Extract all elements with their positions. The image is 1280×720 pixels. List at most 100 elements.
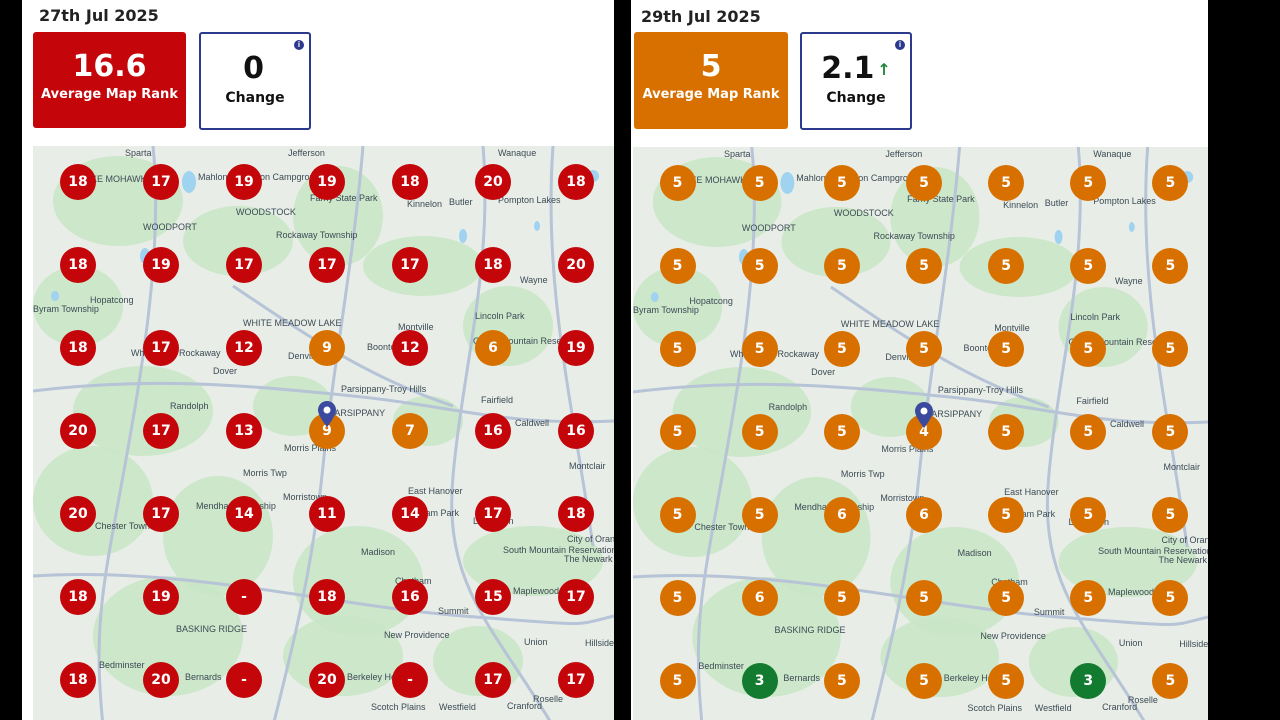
rank-marker[interactable]: 6: [823, 497, 860, 533]
rank-marker[interactable]: 11: [309, 496, 345, 532]
rank-marker[interactable]: 5: [823, 331, 860, 367]
rank-marker[interactable]: 20: [143, 662, 179, 698]
rank-marker[interactable]: 17: [143, 164, 179, 200]
rank-marker[interactable]: 5: [1152, 165, 1189, 201]
rank-marker[interactable]: 17: [558, 662, 594, 698]
rank-marker[interactable]: 6: [741, 580, 778, 616]
rank-marker[interactable]: 12: [392, 330, 428, 366]
rank-marker[interactable]: 14: [226, 496, 262, 532]
rank-marker[interactable]: 17: [558, 579, 594, 615]
rank-marker[interactable]: 5: [823, 663, 860, 699]
rank-marker[interactable]: 5: [659, 580, 696, 616]
rank-marker[interactable]: 19: [226, 164, 262, 200]
rank-marker[interactable]: 17: [475, 496, 511, 532]
rank-marker[interactable]: 18: [309, 579, 345, 615]
rank-marker[interactable]: -: [226, 579, 262, 615]
rank-marker[interactable]: 17: [226, 247, 262, 283]
rank-marker[interactable]: 19: [558, 330, 594, 366]
rank-marker[interactable]: 5: [659, 331, 696, 367]
rank-marker[interactable]: 18: [60, 579, 96, 615]
rank-marker[interactable]: 5: [1070, 248, 1107, 284]
rank-marker[interactable]: 18: [60, 662, 96, 698]
rank-marker[interactable]: 5: [741, 331, 778, 367]
rank-marker[interactable]: 5: [1152, 663, 1189, 699]
rank-marker[interactable]: 18: [60, 247, 96, 283]
rank-marker[interactable]: 3: [741, 663, 778, 699]
rank-marker[interactable]: 20: [60, 496, 96, 532]
rank-marker[interactable]: 19: [309, 164, 345, 200]
rank-marker[interactable]: 13: [226, 413, 262, 449]
rank-marker[interactable]: 5: [823, 248, 860, 284]
rank-marker[interactable]: 5: [1070, 580, 1107, 616]
info-icon[interactable]: i: [294, 40, 304, 50]
rank-marker[interactable]: 5: [1070, 497, 1107, 533]
rank-marker[interactable]: 5: [988, 165, 1025, 201]
rank-marker[interactable]: 14: [392, 496, 428, 532]
rank-marker[interactable]: 5: [741, 248, 778, 284]
rank-marker[interactable]: 5: [905, 331, 942, 367]
rank-marker[interactable]: 19: [143, 247, 179, 283]
rank-marker[interactable]: 16: [392, 579, 428, 615]
rank-marker[interactable]: 5: [659, 165, 696, 201]
rank-marker[interactable]: 20: [60, 413, 96, 449]
rank-marker[interactable]: -: [226, 662, 262, 698]
rank-marker[interactable]: 16: [558, 413, 594, 449]
rank-marker[interactable]: 5: [905, 580, 942, 616]
rank-marker[interactable]: 5: [988, 414, 1025, 450]
rank-marker[interactable]: 15: [475, 579, 511, 615]
rank-marker[interactable]: 7: [392, 413, 428, 449]
rank-marker[interactable]: 5: [823, 165, 860, 201]
rank-marker[interactable]: 17: [475, 662, 511, 698]
rank-marker[interactable]: 5: [659, 248, 696, 284]
rank-marker[interactable]: 5: [905, 663, 942, 699]
rank-marker[interactable]: 6: [475, 330, 511, 366]
rank-marker[interactable]: 17: [143, 330, 179, 366]
rank-marker[interactable]: 5: [659, 663, 696, 699]
rank-marker[interactable]: 5: [823, 580, 860, 616]
rank-marker[interactable]: 5: [1070, 165, 1107, 201]
rank-marker[interactable]: 17: [143, 496, 179, 532]
rank-marker[interactable]: 18: [60, 330, 96, 366]
rank-marker[interactable]: 18: [558, 164, 594, 200]
rank-marker[interactable]: 5: [905, 248, 942, 284]
rank-marker[interactable]: 5: [988, 580, 1025, 616]
rank-marker[interactable]: 18: [558, 496, 594, 532]
rank-marker[interactable]: 5: [741, 497, 778, 533]
rank-marker[interactable]: 5: [823, 414, 860, 450]
rank-marker[interactable]: 6: [905, 497, 942, 533]
rank-marker[interactable]: 5: [1152, 248, 1189, 284]
rank-marker[interactable]: 20: [475, 164, 511, 200]
rank-marker[interactable]: 17: [143, 413, 179, 449]
rank-marker[interactable]: 3: [1070, 663, 1107, 699]
rank-marker[interactable]: 5: [988, 248, 1025, 284]
rank-grid-map[interactable]: Sparta Jefferson Wanaque LAKE MOHAWK Mahlon …: [633, 147, 1208, 720]
rank-marker[interactable]: 5: [1070, 414, 1107, 450]
rank-marker[interactable]: 5: [1152, 331, 1189, 367]
rank-marker[interactable]: 5: [741, 165, 778, 201]
rank-marker[interactable]: 5: [1152, 580, 1189, 616]
rank-marker[interactable]: -: [392, 662, 428, 698]
rank-marker[interactable]: 5: [988, 497, 1025, 533]
rank-marker[interactable]: 12: [226, 330, 262, 366]
rank-marker[interactable]: 18: [60, 164, 96, 200]
rank-marker[interactable]: 9: [309, 330, 345, 366]
rank-grid-map[interactable]: Sparta Jefferson Wanaque LAKE MOHAWK Mahlon …: [33, 146, 614, 720]
rank-marker[interactable]: 5: [988, 663, 1025, 699]
rank-marker[interactable]: 17: [309, 247, 345, 283]
rank-marker[interactable]: 5: [741, 414, 778, 450]
rank-marker[interactable]: 5: [1152, 497, 1189, 533]
rank-marker[interactable]: 5: [1152, 414, 1189, 450]
rank-marker[interactable]: 18: [392, 164, 428, 200]
rank-marker[interactable]: 5: [659, 497, 696, 533]
rank-marker[interactable]: 16: [475, 413, 511, 449]
info-icon[interactable]: i: [895, 40, 905, 50]
rank-marker[interactable]: 5: [988, 331, 1025, 367]
rank-marker[interactable]: 20: [558, 247, 594, 283]
rank-marker[interactable]: 20: [309, 662, 345, 698]
rank-marker[interactable]: 5: [1070, 331, 1107, 367]
rank-marker[interactable]: 17: [392, 247, 428, 283]
rank-marker[interactable]: 5: [905, 165, 942, 201]
rank-marker[interactable]: 5: [659, 414, 696, 450]
rank-marker[interactable]: 19: [143, 579, 179, 615]
rank-marker[interactable]: 18: [475, 247, 511, 283]
